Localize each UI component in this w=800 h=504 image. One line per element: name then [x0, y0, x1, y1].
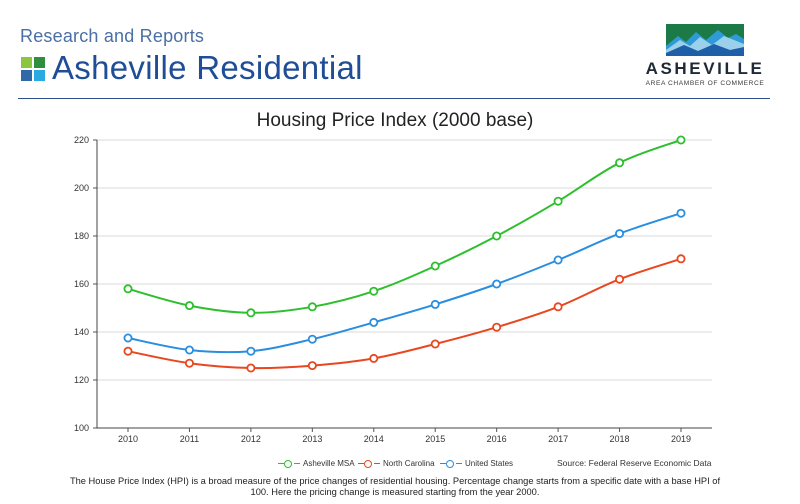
- chart-title: Housing Price Index (2000 base): [256, 110, 534, 131]
- data-point-united-states-2013: [307, 334, 317, 344]
- data-point-asheville-msa-2011: [184, 301, 194, 311]
- chamber-logo-name: ASHEVILLE: [645, 59, 765, 78]
- data-point-asheville-msa-2010: [123, 284, 133, 294]
- x-tick-label-2011: 2011: [180, 434, 199, 444]
- legend-marker-north-carolina: [364, 460, 372, 468]
- series-line-asheville-msa: [127, 139, 682, 314]
- y-tick-label-180: 180: [74, 231, 89, 241]
- data-point-united-states-2017: [553, 255, 563, 265]
- x-tick-label-2010: 2010: [118, 434, 138, 444]
- x-tick-label-2014: 2014: [364, 434, 384, 444]
- data-point-north-carolina-2016: [492, 322, 502, 332]
- data-point-asheville-msa-2017: [553, 196, 563, 206]
- data-point-asheville-msa-2015: [430, 261, 440, 271]
- data-point-north-carolina-2011: [184, 358, 194, 368]
- x-tick-label-2019: 2019: [671, 434, 691, 444]
- y-tick-label-120: 120: [74, 375, 89, 385]
- x-tick-label-2018: 2018: [610, 434, 630, 444]
- legend-item-asheville: Asheville MSA: [278, 459, 355, 471]
- legend-label-asheville: Asheville MSA: [303, 459, 355, 468]
- data-point-united-states-2012: [246, 346, 256, 356]
- legend-label-north-carolina: North Carolina: [383, 459, 435, 468]
- data-point-united-states-2011: [184, 345, 194, 355]
- brand-squares-icon: [21, 57, 45, 81]
- x-tick-label-2016: 2016: [487, 434, 507, 444]
- data-point-north-carolina-2015: [430, 339, 440, 349]
- y-tick-label-200: 200: [74, 183, 89, 193]
- data-point-asheville-msa-2014: [369, 286, 379, 296]
- chamber-logo: ASHEVILLE AREA CHAMBER OF COMMERCE: [640, 24, 770, 94]
- legend-marker-asheville: [284, 460, 292, 468]
- data-point-north-carolina-2018: [615, 274, 625, 284]
- data-point-united-states-2016: [492, 279, 502, 289]
- legend-item-north-carolina: North Carolina: [358, 459, 435, 471]
- y-tick-label-220: 220: [74, 135, 89, 145]
- y-tick-label-160: 160: [74, 279, 89, 289]
- header-divider: [18, 98, 770, 99]
- x-tick-label-2012: 2012: [241, 434, 261, 444]
- mountain-logo-icon: [666, 24, 744, 56]
- data-point-north-carolina-2019: [676, 254, 686, 264]
- data-point-united-states-2014: [369, 317, 379, 327]
- data-point-united-states-2018: [615, 229, 625, 239]
- x-tick-label-2013: 2013: [302, 434, 322, 444]
- series-line-united-states: [127, 212, 682, 354]
- y-tick-label-140: 140: [74, 327, 89, 337]
- data-point-asheville-msa-2016: [492, 231, 502, 241]
- legend-marker-united-states: [446, 460, 454, 468]
- page-title: Asheville Residential: [52, 49, 363, 86]
- legend-item-united-states: United States: [440, 459, 513, 471]
- section-label: Research and Reports: [20, 26, 205, 46]
- x-tick-label-2015: 2015: [425, 434, 445, 444]
- data-point-north-carolina-2012: [246, 363, 256, 373]
- data-point-united-states-2019: [676, 208, 686, 218]
- footnote: The House Price Index (HPI) is a broad m…: [69, 476, 721, 497]
- data-point-north-carolina-2010: [123, 346, 133, 356]
- data-point-asheville-msa-2018: [615, 158, 625, 168]
- data-point-asheville-msa-2012: [246, 308, 256, 318]
- x-tick-label-2017: 2017: [548, 434, 568, 444]
- data-point-north-carolina-2013: [307, 361, 317, 371]
- data-point-united-states-2015: [430, 299, 440, 309]
- data-point-united-states-2010: [123, 333, 133, 343]
- legend-label-united-states: United States: [465, 459, 514, 468]
- series-line-north-carolina: [127, 257, 682, 370]
- y-tick-label-100: 100: [74, 423, 89, 433]
- data-point-north-carolina-2014: [369, 353, 379, 363]
- source-note: Source: Federal Reserve Economic Data: [557, 458, 712, 468]
- chamber-logo-subtitle: AREA CHAMBER OF COMMERCE: [645, 80, 765, 87]
- data-point-asheville-msa-2013: [307, 302, 317, 312]
- legend-line-asheville: [278, 463, 284, 464]
- data-point-north-carolina-2017: [553, 302, 563, 312]
- data-point-asheville-msa-2019: [676, 135, 686, 145]
